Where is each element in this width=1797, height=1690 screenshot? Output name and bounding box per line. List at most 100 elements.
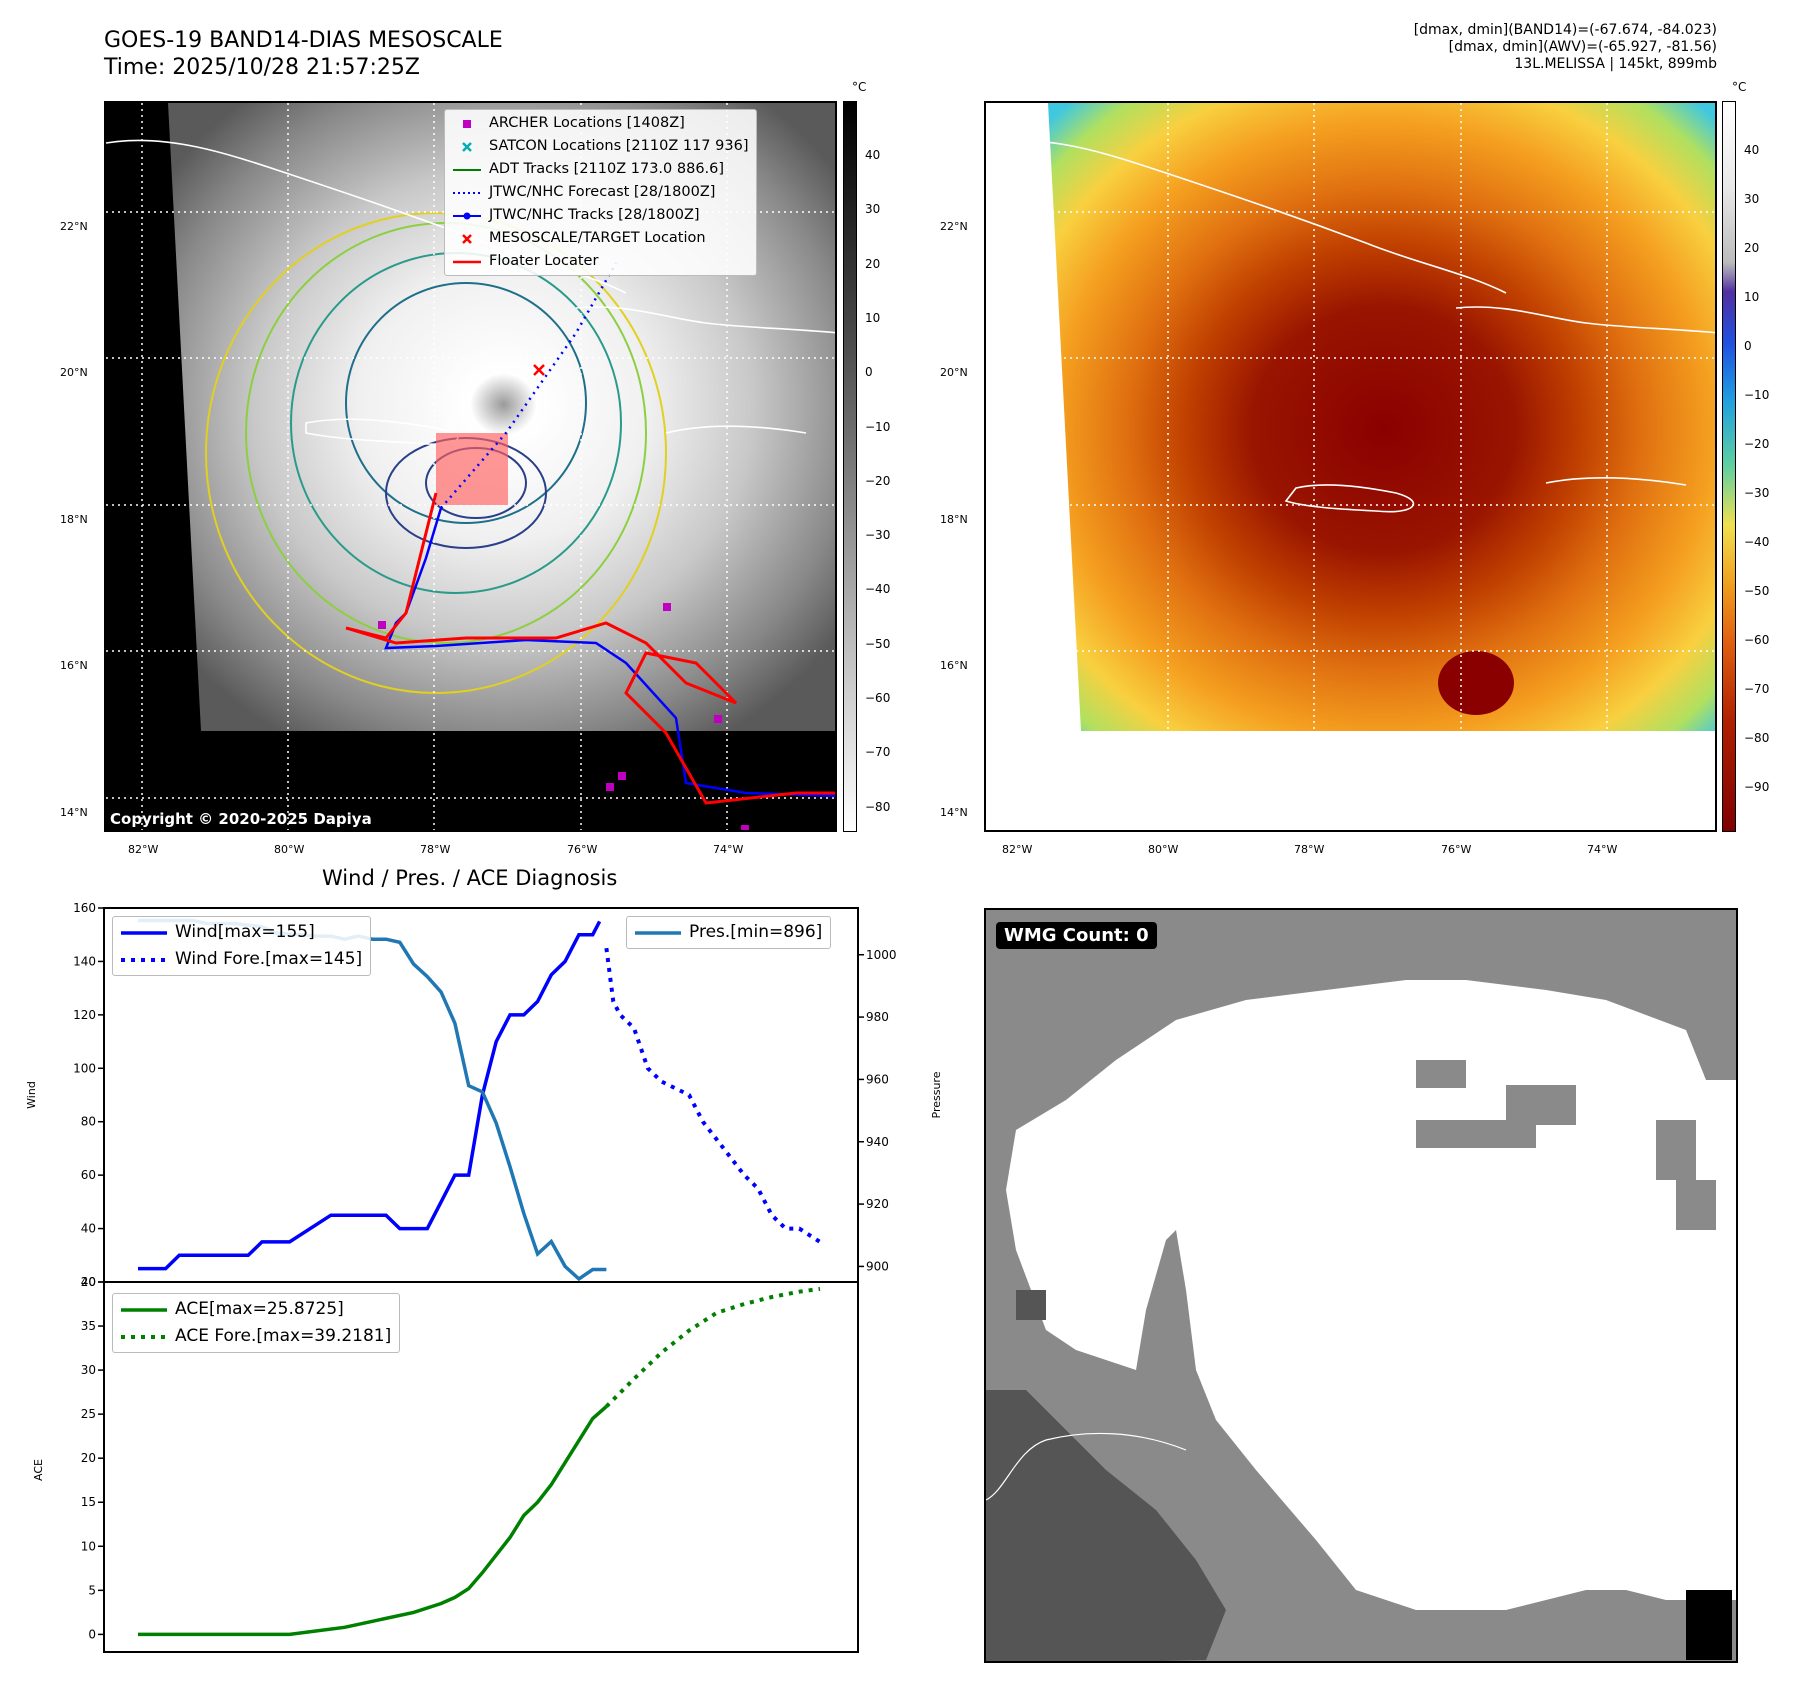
colorbar-tick-label: −80 bbox=[865, 799, 891, 814]
legend-item-satcon: SATCON Locations [2110Z 117 936] bbox=[453, 135, 748, 158]
dot-line-icon bbox=[453, 212, 481, 219]
lat-label: 18°N bbox=[940, 513, 968, 526]
pressure-legend: Pres.[min=896] bbox=[626, 916, 832, 949]
figure-title-line1: GOES-19 BAND14-DIAS MESOSCALE bbox=[104, 28, 503, 53]
wmg-dark-block bbox=[1016, 1290, 1046, 1320]
pressure-ylabel: Pressure bbox=[930, 1071, 943, 1118]
colorbar-tick-label: 30 bbox=[865, 202, 881, 217]
y-tick-label: 30 bbox=[81, 1363, 96, 1377]
legend-item-ace: ACE[max=25.8725] bbox=[121, 1296, 391, 1323]
colorbar-tick-label: 40 bbox=[1744, 143, 1760, 157]
lat-label: 20°N bbox=[60, 366, 88, 379]
y-tick-label: 20 bbox=[81, 1275, 96, 1289]
right-map-svg bbox=[986, 103, 1715, 830]
wind-ylabel: Wind bbox=[25, 1081, 38, 1109]
legend-item-ace-forecast: ACE Fore.[max=39.2181] bbox=[121, 1323, 391, 1350]
legend-item-adt: ADT Tracks [2110Z 173.0 886.6] bbox=[453, 158, 748, 181]
legend-label: JTWC/NHC Tracks [28/1800Z] bbox=[489, 207, 700, 223]
wmg-dark-region bbox=[986, 1390, 1226, 1661]
ace-legend: ACE[max=25.8725] ACE Fore.[max=39.2181] bbox=[112, 1293, 401, 1353]
ace-ylabel: ACE bbox=[32, 1459, 45, 1481]
lat-label: 16°N bbox=[940, 659, 968, 672]
solid-line-icon bbox=[121, 1307, 167, 1312]
ace-axes-frame bbox=[103, 1281, 859, 1653]
ace-y-ticks: 40 35 30 25 20 15 10 5 0 bbox=[81, 1275, 104, 1641]
lon-label: 74°W bbox=[1587, 843, 1618, 856]
y-tick-label: 15 bbox=[81, 1495, 96, 1509]
y-tick-label: 160 bbox=[73, 901, 96, 915]
coastlines bbox=[986, 139, 1715, 513]
lon-label: 80°W bbox=[1148, 843, 1179, 856]
y-tick-label: 120 bbox=[73, 1008, 96, 1022]
lat-label: 22°N bbox=[940, 220, 968, 233]
left-colorbar-unit: °C bbox=[852, 80, 867, 94]
y-tick-label: 80 bbox=[81, 1115, 96, 1129]
lon-label: 82°W bbox=[1002, 843, 1033, 856]
colorbar-tick-label: −60 bbox=[1744, 633, 1770, 647]
left-map-legend: ARCHER Locations [1408Z] SATCON Location… bbox=[444, 109, 758, 276]
info-line-band14: [dmax, dmin](BAND14)=(-67.674, -84.023) bbox=[1413, 22, 1717, 38]
right-colorbar bbox=[1722, 101, 1736, 832]
legend-label: JTWC/NHC Forecast [28/1800Z] bbox=[489, 184, 716, 200]
left-colorbar bbox=[843, 101, 857, 832]
info-line-awv: [dmax, dmin](AWV)=(-65.927, -81.56) bbox=[1448, 39, 1717, 55]
lon-label: 82°W bbox=[128, 843, 159, 856]
floater-box bbox=[436, 433, 508, 505]
dotted-line-icon bbox=[453, 191, 481, 194]
series-wind-line bbox=[138, 920, 602, 1271]
legend-item-target: MESOSCALE/TARGET Location bbox=[453, 227, 748, 250]
lat-label: 20°N bbox=[940, 366, 968, 379]
wmg-panel: WMG Count: 0 bbox=[984, 908, 1738, 1663]
wmg-gray-region bbox=[986, 910, 1736, 1661]
colorbar-tick-label: −80 bbox=[1744, 731, 1770, 745]
y-tick-label: 20 bbox=[81, 1451, 96, 1465]
legend-label: Floater Locater bbox=[489, 253, 599, 269]
y-tick-label: 5 bbox=[88, 1583, 96, 1597]
colorbar-tick-label: 0 bbox=[865, 365, 873, 380]
wmg-coastline bbox=[986, 1432, 1187, 1501]
y-tick-label: 140 bbox=[73, 954, 96, 968]
legend-item-pressure: Pres.[min=896] bbox=[635, 919, 822, 946]
info-line-storm: 13L.MELISSA | 145kt, 899mb bbox=[1514, 56, 1717, 72]
line-marker-icon bbox=[453, 260, 481, 263]
lon-label: 74°W bbox=[713, 843, 744, 856]
series-wind-forecast-line bbox=[604, 947, 822, 1244]
y-tick-label: 1000 bbox=[866, 948, 897, 962]
legend-item-wind-forecast: Wind Fore.[max=145] bbox=[121, 946, 362, 973]
wind-legend: Wind[max=155] Wind Fore.[max=145] bbox=[112, 916, 372, 976]
lon-label: 78°W bbox=[420, 843, 451, 856]
lon-label: 76°W bbox=[1441, 843, 1472, 856]
line-marker-icon bbox=[453, 168, 481, 171]
colorbar-tick-label: −20 bbox=[865, 473, 891, 488]
legend-label: ACE Fore.[max=39.2181] bbox=[175, 1326, 392, 1346]
x-marker-icon bbox=[462, 141, 472, 152]
colorbar-tick-label: −20 bbox=[1744, 437, 1770, 451]
lon-label: 76°W bbox=[567, 843, 598, 856]
legend-label: ARCHER Locations [1408Z] bbox=[489, 115, 685, 131]
legend-label: Pres.[min=896] bbox=[689, 922, 823, 942]
lat-label: 16°N bbox=[60, 659, 88, 672]
archer-markers bbox=[378, 603, 749, 830]
y-tick-label: 940 bbox=[866, 1135, 889, 1149]
colorbar-tick-label: −50 bbox=[1744, 584, 1770, 598]
legend-item-floater: Floater Locater bbox=[453, 250, 748, 273]
wmg-black-block bbox=[1686, 1590, 1732, 1660]
y-tick-label: 960 bbox=[866, 1072, 889, 1086]
legend-item-wind: Wind[max=155] bbox=[121, 919, 362, 946]
colorbar-tick-label: −30 bbox=[1744, 486, 1770, 500]
wmg-gray-blocks bbox=[1416, 1060, 1716, 1230]
lat-label: 14°N bbox=[940, 806, 968, 819]
colorbar-tick-label: −90 bbox=[1744, 780, 1770, 794]
wmg-panel-svg bbox=[986, 910, 1736, 1661]
y-tick-label: 920 bbox=[866, 1197, 889, 1211]
y-tick-label: 60 bbox=[81, 1168, 96, 1182]
series-ace-line bbox=[138, 1405, 608, 1637]
right-image-swath bbox=[1048, 103, 1715, 731]
legend-label: ADT Tracks [2110Z 173.0 886.6] bbox=[489, 161, 725, 177]
legend-label: SATCON Locations [2110Z 117 936] bbox=[489, 138, 749, 154]
y-tick-label: 35 bbox=[81, 1319, 96, 1333]
lat-label: 14°N bbox=[60, 806, 88, 819]
figure-title-line2: Time: 2025/10/28 21:57:25Z bbox=[104, 55, 420, 80]
